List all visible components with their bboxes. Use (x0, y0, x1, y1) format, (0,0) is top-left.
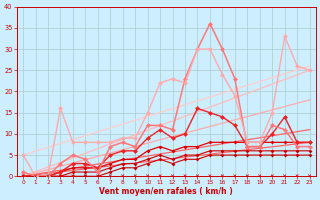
X-axis label: Vent moyen/en rafales ( km/h ): Vent moyen/en rafales ( km/h ) (100, 187, 233, 196)
